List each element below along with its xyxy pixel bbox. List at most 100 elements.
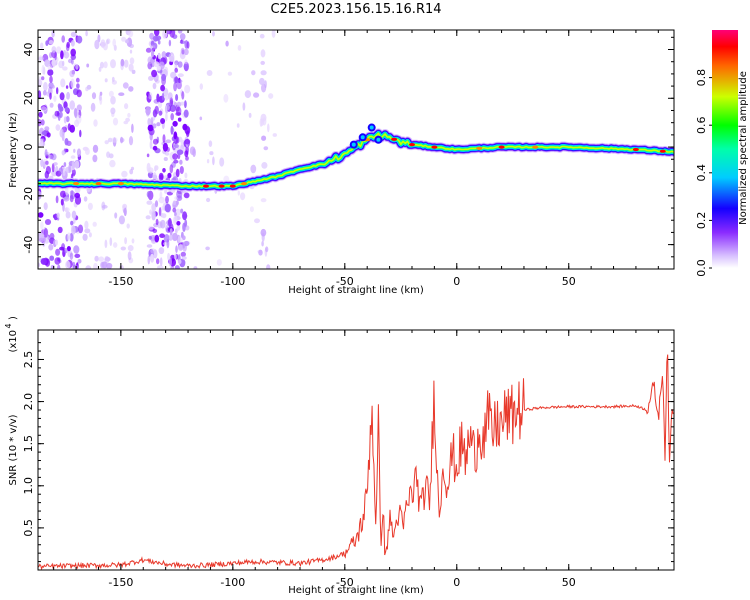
spectrogram-cell — [149, 209, 153, 215]
spectrogram-cell — [146, 200, 153, 205]
spectrogram-cell — [199, 116, 203, 121]
spectrogram-cell — [59, 92, 65, 101]
spectrogram-cell — [145, 215, 151, 220]
snr-y-label: SNR (10 * v/v) — [8, 414, 19, 485]
spectrogram-cell — [227, 71, 233, 76]
spectrogram-cell — [146, 191, 151, 198]
spectrogram-cell — [149, 32, 155, 40]
spectrogram-cell — [172, 200, 177, 205]
spectrogram-cell — [173, 82, 178, 92]
spectrogram-cell — [59, 128, 64, 138]
spectrogram-cell — [176, 80, 182, 90]
colorbar: 0.0 0.2 0.4 0.6 0.8 Normalized spectral ampl… — [695, 30, 749, 277]
spectrogram-cell — [85, 30, 88, 37]
spectrogram-cell — [76, 35, 83, 44]
spectrogram-cell — [92, 144, 99, 153]
spectrogram-cell — [94, 255, 99, 262]
spectrogram-cell — [112, 117, 119, 126]
spectrogram-cell — [148, 167, 154, 174]
spectrogram-cell — [70, 190, 74, 197]
spectrogram-cell — [163, 157, 168, 161]
spectrogram-cell — [86, 84, 92, 90]
spectrogram-y-tick-label: -20 — [22, 187, 35, 205]
spectrogram-cell — [150, 117, 156, 121]
spectrogram-cell — [181, 91, 185, 100]
spectrogram-cell — [154, 30, 160, 36]
spectrogram-cell — [99, 61, 105, 69]
snr-x-tick-label: 50 — [562, 576, 576, 589]
spectrogram-cell — [107, 137, 113, 143]
spectrogram-cell — [82, 233, 88, 241]
spectrogram-cell — [167, 172, 172, 179]
spectrogram-cell — [106, 38, 111, 44]
spectrogram-cell — [111, 137, 118, 143]
spectrogram-cell — [177, 117, 182, 122]
spectrogram-cell — [161, 73, 167, 82]
spectrogram-cell — [158, 207, 162, 217]
spectrogram-cell — [53, 95, 57, 102]
snr-frame — [37, 329, 675, 571]
spectrogram-cell — [91, 92, 97, 100]
colorbar-tick-label: 0.8 — [695, 69, 708, 87]
spectrogram-cell — [76, 104, 82, 112]
spectrogram-cell — [147, 118, 151, 126]
spectrogram-cell — [127, 112, 131, 118]
spectrogram-cell — [74, 160, 80, 170]
spectrogram-cell — [44, 126, 50, 131]
spectrogram-cell — [182, 241, 186, 249]
spectrogram-cell — [62, 66, 68, 71]
spectrogram-cell — [49, 102, 54, 108]
spectrogram-cell — [61, 35, 65, 43]
spectrogram-cell — [65, 207, 68, 213]
spectrogram-frame — [37, 29, 675, 270]
spectrogram-cell — [55, 124, 61, 131]
spectrogram-y-axis: -40 -20 0 20 40 — [22, 36, 674, 270]
spectrogram-cell — [175, 136, 180, 144]
spectrogram-cell — [74, 192, 81, 199]
spectrogram-cell — [174, 212, 177, 217]
spectrogram-cell — [125, 39, 129, 44]
spectrogram-cell — [73, 245, 80, 254]
spectrogram-cell — [148, 92, 153, 100]
spectrogram-cell — [38, 76, 41, 85]
spectrogram-peak — [431, 145, 438, 149]
spectrogram-cell — [209, 151, 214, 156]
spectrogram-peak — [218, 184, 225, 188]
snr-panel: -150 -100 -50 0 50 0.5 1.0 1.5 2.0 2.5 Height of… — [4, 316, 675, 596]
spectrogram-y-label: Frequency (Hz) — [8, 112, 19, 188]
spectrogram-cell — [47, 64, 52, 70]
spectrogram-cell — [174, 196, 178, 201]
spectrogram-cell — [185, 225, 190, 231]
spectrogram-cell — [131, 123, 134, 133]
spectrogram-cell — [168, 257, 172, 267]
spectrogram-cell — [167, 92, 173, 100]
spectrogram-cell — [56, 87, 59, 95]
spectrogram-cell — [49, 75, 53, 83]
spectrogram-cell — [152, 82, 157, 90]
spectrogram-x-tick-label: 50 — [562, 275, 576, 288]
spectrogram-cell — [175, 208, 181, 217]
spectrogram-cell — [124, 237, 127, 245]
spectrogram-cell — [259, 77, 265, 86]
spectrogram-cell — [38, 111, 43, 118]
spectrogram-cell — [64, 138, 69, 146]
spectrogram-cell — [129, 49, 133, 54]
spectrogram-cell — [110, 59, 116, 69]
spectrogram-x-axis: -150 -100 -50 0 50 — [53, 30, 659, 288]
spectrogram-panel: -150 -100 -50 0 50 -40 -20 0 20 40 Height of str… — [8, 29, 675, 296]
spectrogram-cell — [151, 203, 157, 212]
spectrogram-cell — [43, 202, 48, 211]
spectrogram-peak — [73, 182, 80, 186]
spectrogram-cell — [185, 156, 189, 161]
spectrogram-cell — [66, 91, 70, 100]
spectrogram-cell — [69, 100, 75, 110]
spectrogram-cell — [184, 84, 191, 94]
spectrogram-cell — [206, 197, 211, 203]
spectrogram-cell — [251, 70, 256, 76]
spectrogram-cell — [104, 78, 108, 83]
snr-background — [38, 330, 674, 570]
spectrogram-cell — [85, 265, 92, 269]
spectrogram-cell — [146, 244, 153, 248]
spectrogram-ridge — [38, 123, 674, 192]
spectrogram-cell — [267, 123, 270, 133]
